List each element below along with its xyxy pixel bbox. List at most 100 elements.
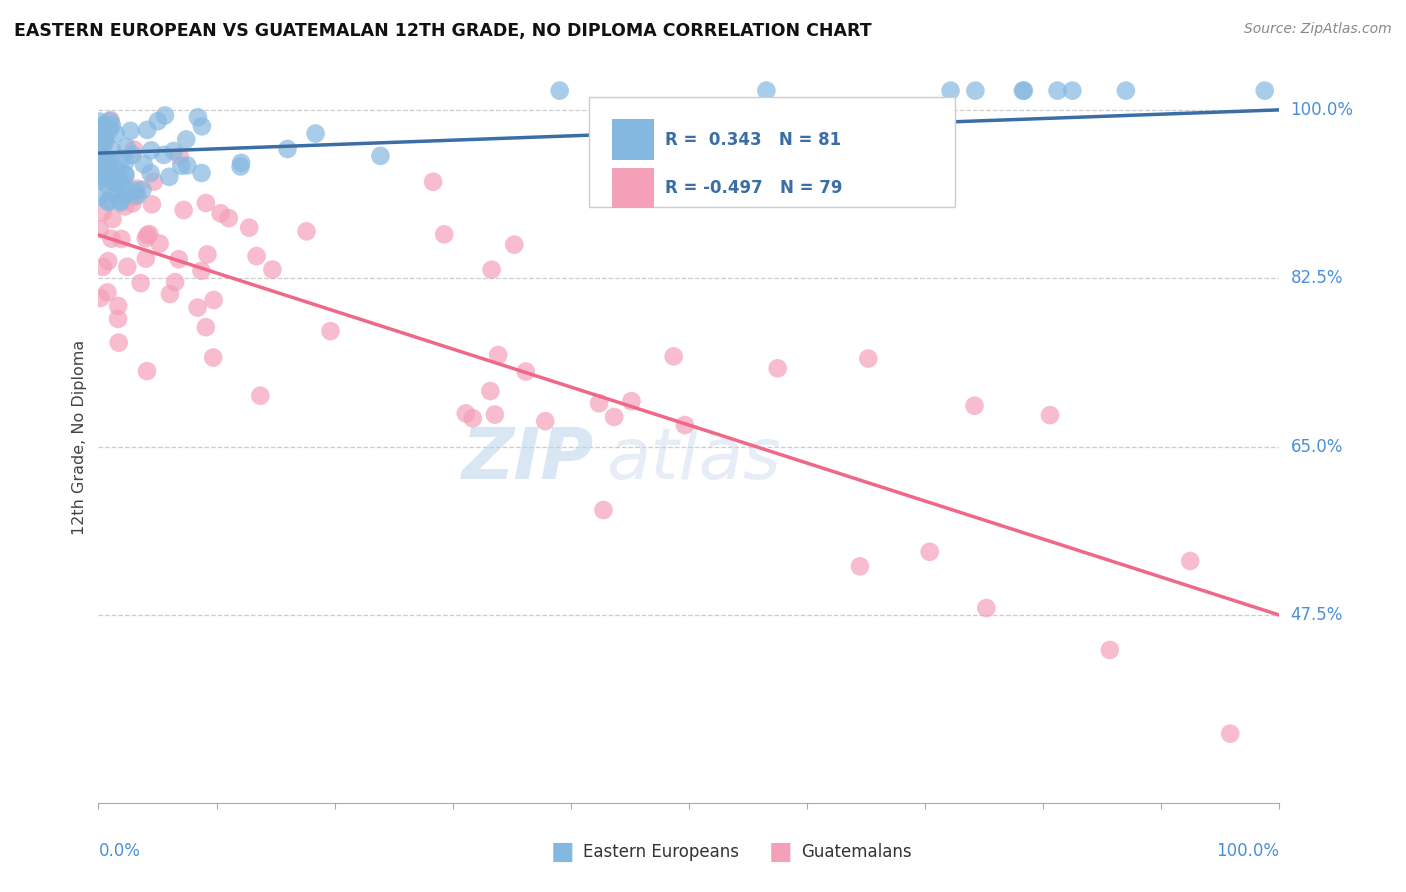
Point [94,133,117,147]
Point [91,171,114,186]
Text: Eastern Europeans: Eastern Europeans [583,843,740,861]
Point [190,166,212,180]
Point [110,232,132,246]
Point [503,237,526,252]
FancyBboxPatch shape [589,97,955,207]
Point [121,196,143,211]
Point [167,252,190,267]
Point [849,559,872,574]
Point [229,160,252,174]
Point [1180,554,1202,568]
Point [1219,727,1241,741]
Point [858,351,880,366]
Point [89,144,111,158]
Point [94,158,117,172]
Point [142,175,165,189]
Point [136,123,159,137]
Point [107,299,129,313]
Point [662,350,685,364]
Point [918,545,941,559]
Point [939,84,962,98]
Point [141,144,163,158]
Point [91,260,114,274]
Point [481,262,503,277]
Point [89,189,111,203]
Point [127,188,149,202]
Point [276,142,298,156]
Point [93,135,115,149]
Text: EASTERN EUROPEAN VS GUATEMALAN 12TH GRADE, NO DIPLOMA CORRELATION CHART: EASTERN EUROPEAN VS GUATEMALAN 12TH GRAD… [14,22,872,40]
Point [97,154,120,169]
Point [139,166,162,180]
Point [755,84,778,98]
Point [90,137,112,152]
Point [176,159,198,173]
Point [101,119,124,133]
Point [101,175,124,189]
Point [319,324,342,338]
Point [101,143,124,157]
Text: ■: ■ [769,840,792,863]
Point [165,275,187,289]
Point [169,149,191,163]
Y-axis label: 12th Grade, No Diploma: 12th Grade, No Diploma [72,340,87,534]
Point [136,228,159,243]
Point [107,169,129,183]
Point [124,190,146,204]
Point [120,124,142,138]
Point [249,389,271,403]
Point [152,148,174,162]
Point [96,161,118,175]
Point [304,127,326,141]
Point [548,84,571,98]
Text: 100.0%: 100.0% [1291,101,1354,119]
Point [191,120,214,134]
Point [218,211,240,226]
Point [93,153,115,167]
Point [454,406,477,420]
Point [146,114,169,128]
Point [159,287,181,301]
Point [100,172,122,186]
Point [93,170,115,185]
Point [108,195,131,210]
Point [766,361,789,376]
Point [194,196,217,211]
Point [89,136,111,151]
Point [114,188,136,202]
Point [370,149,392,163]
Point [603,409,626,424]
Point [98,181,121,195]
Text: R =  0.343   N = 81: R = 0.343 N = 81 [665,130,841,149]
Point [202,293,225,307]
Point [97,153,120,168]
Point [96,285,118,300]
Point [515,364,537,378]
Point [89,222,111,236]
Point [1046,84,1069,98]
Point [129,276,152,290]
Text: ■: ■ [551,840,574,863]
Point [202,351,225,365]
Point [173,202,195,217]
Point [89,291,111,305]
Point [1254,84,1277,98]
Point [108,177,131,191]
Point [295,224,318,238]
Point [105,175,128,189]
Point [91,140,114,154]
Point [131,183,153,197]
Point [1011,84,1033,98]
Point [148,236,170,251]
Text: 47.5%: 47.5% [1291,607,1343,624]
Point [115,140,138,154]
Point [104,127,127,141]
Text: atlas: atlas [606,425,780,493]
Point [114,168,136,182]
Point [479,384,502,398]
Point [1115,84,1137,98]
Point [100,113,122,128]
Text: Guatemalans: Guatemalans [801,843,912,861]
Point [122,143,145,157]
Point [229,156,252,170]
